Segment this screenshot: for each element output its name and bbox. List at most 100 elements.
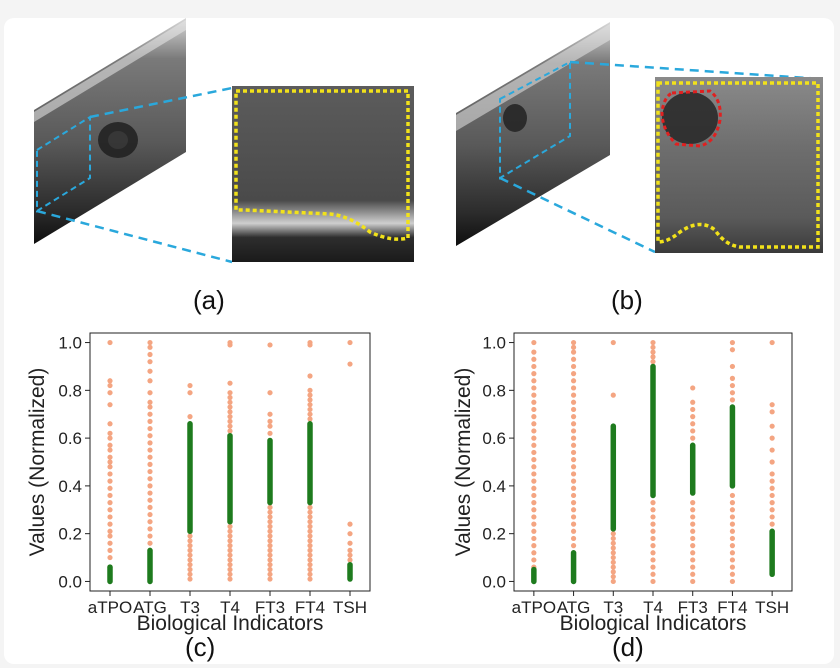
data-point xyxy=(610,535,616,542)
zoom-guide-b-top xyxy=(569,60,823,81)
data-point xyxy=(531,543,537,549)
region-outline-a xyxy=(234,89,410,241)
data-point xyxy=(650,557,656,563)
data-point xyxy=(610,540,616,546)
data-point xyxy=(107,447,113,453)
data-point xyxy=(267,547,273,553)
y-tick-label: 0.6 xyxy=(482,429,506,448)
data-point xyxy=(227,557,233,563)
data-point xyxy=(570,521,577,527)
data-point xyxy=(531,521,537,527)
panel-b-ultrasound xyxy=(456,22,823,254)
y-tick-label: 0.4 xyxy=(58,477,82,496)
data-point xyxy=(307,538,313,544)
data-point xyxy=(267,533,273,539)
data-point xyxy=(107,547,113,553)
data-point xyxy=(267,514,273,520)
y-axis-label: Values (Normalized) xyxy=(452,368,475,557)
data-point xyxy=(729,507,736,513)
x-tick-label: FT4 xyxy=(295,598,325,617)
data-point xyxy=(147,519,153,525)
y-axis-label: Values (Normalized) xyxy=(26,368,49,557)
data-point xyxy=(650,354,656,360)
data-point xyxy=(107,378,113,384)
data-point xyxy=(107,478,113,484)
data-point xyxy=(347,361,353,367)
data-point xyxy=(570,543,577,549)
data-point xyxy=(729,564,736,570)
data-point xyxy=(107,435,113,441)
data-point xyxy=(227,428,233,434)
y-tick-label: 0.6 xyxy=(58,429,82,448)
data-point xyxy=(570,392,577,398)
data-point xyxy=(650,543,656,549)
data-point xyxy=(147,540,153,546)
data-point xyxy=(227,538,233,544)
data-point xyxy=(267,430,273,436)
data-point xyxy=(187,533,193,539)
data-point xyxy=(570,500,577,506)
data-point xyxy=(107,430,113,436)
data-point xyxy=(107,507,113,513)
data-point xyxy=(531,514,537,520)
caption-b: (b) xyxy=(611,285,643,315)
chart-c: 0.0 0.2 0.4 0.6 0.8 1.0 aTPO ATG T3 T4 FT3 FT4 TSH Bi… xyxy=(26,332,371,635)
data-point xyxy=(531,406,537,413)
data-point xyxy=(147,344,153,350)
data-point xyxy=(690,500,696,506)
data-point xyxy=(570,344,577,350)
data-point xyxy=(610,392,616,398)
data-point xyxy=(570,356,577,362)
roi-box-a xyxy=(36,115,91,213)
data-point xyxy=(227,339,233,346)
data-point xyxy=(147,418,153,424)
data-point xyxy=(531,349,537,355)
data-point xyxy=(610,554,616,561)
data-point xyxy=(147,339,153,346)
data-point xyxy=(729,347,736,353)
data-point xyxy=(187,552,193,558)
data-point xyxy=(267,557,273,563)
data-point xyxy=(650,500,656,506)
data-point xyxy=(531,449,537,456)
data-point xyxy=(610,531,616,537)
data-point xyxy=(729,557,736,563)
data-point xyxy=(531,363,537,370)
panel-a-ultrasound xyxy=(34,18,414,264)
data-point xyxy=(107,514,113,520)
data-point xyxy=(107,492,113,499)
x-tick-label: FT3 xyxy=(255,598,285,617)
data-point xyxy=(769,402,775,408)
x-tick-label: T4 xyxy=(643,598,663,617)
data-point xyxy=(267,528,273,534)
data-point xyxy=(227,562,233,568)
x-tick-label: T4 xyxy=(220,598,240,617)
data-point xyxy=(690,571,696,577)
data-point xyxy=(267,571,273,577)
data-point xyxy=(227,380,233,386)
data-point xyxy=(690,550,696,556)
data-point xyxy=(610,559,616,565)
data-point xyxy=(307,566,313,573)
data-point xyxy=(347,547,353,553)
data-point xyxy=(147,490,153,496)
data-point xyxy=(729,535,736,542)
data-point xyxy=(227,394,233,401)
data-point xyxy=(227,418,233,424)
data-point xyxy=(227,523,233,530)
data-point xyxy=(227,533,233,539)
region-outline-b xyxy=(656,81,820,249)
data-point xyxy=(729,382,736,389)
data-point xyxy=(267,552,273,558)
nodule-region-b xyxy=(503,104,527,132)
data-point xyxy=(531,478,537,484)
data-point xyxy=(570,349,577,355)
data-point xyxy=(610,550,616,556)
caption-a: (a) xyxy=(193,285,225,315)
data-point xyxy=(307,397,313,403)
data-point xyxy=(531,500,537,506)
y-tick-label: 0.4 xyxy=(482,477,506,496)
data-point xyxy=(769,409,775,415)
data-point xyxy=(570,457,577,463)
data-point xyxy=(147,390,153,396)
